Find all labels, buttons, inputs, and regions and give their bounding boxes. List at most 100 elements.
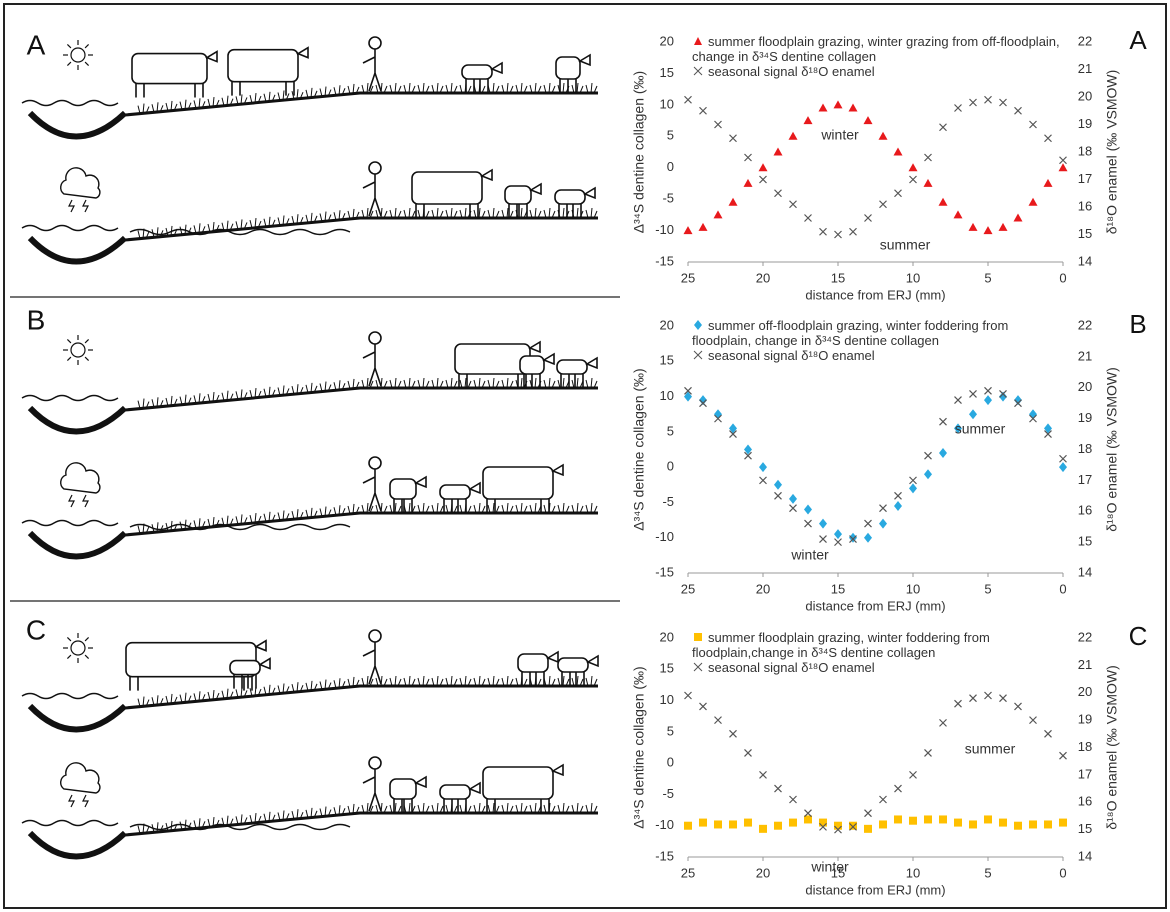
animal [411,171,483,205]
grass [543,377,556,389]
grass [263,216,276,227]
y-tick-label: 5 [667,423,674,438]
x-tick-label: 20 [756,865,770,880]
point [789,795,797,804]
flood-water [129,523,351,531]
grass [487,207,500,219]
point [804,519,812,528]
point [789,493,797,504]
grass [305,87,318,99]
y-tick-label: -15 [655,253,674,268]
point [833,100,843,109]
grass [235,514,248,525]
sun-ray [84,356,90,362]
grass [235,389,248,400]
grass [207,391,220,403]
animal-legs [458,340,541,388]
grass [347,378,360,390]
x-tick-label: 0 [1059,865,1066,880]
point [1029,120,1037,129]
grass [473,207,486,219]
point [834,821,842,830]
grass [431,377,444,389]
point [743,178,753,187]
frame [3,3,1167,909]
grass [501,802,514,814]
animal-legs [233,657,271,689]
legend-entry: summer floodplain grazing, winter grazin… [692,34,1062,64]
grass [445,207,458,219]
grass [137,823,150,834]
legend-label: seasonal signal δ¹⁸O enamel [708,660,875,675]
point [804,815,812,824]
grass [305,807,318,819]
grass [375,82,388,94]
point [969,409,977,420]
ground [124,684,598,710]
legend: summer floodplain grazing, winter fodder… [692,630,1062,675]
point [863,116,873,125]
grass [361,207,374,219]
scene [21,629,599,733]
grass [137,398,150,409]
legend-box: summer floodplain grazing, winter fodder… [692,630,1062,675]
point [999,818,1007,827]
point [729,820,737,829]
y-axis-label: Δ³⁴S dentine collagen (‰) [631,666,647,828]
cloud [60,167,101,199]
point [1043,178,1053,187]
point [684,821,692,830]
sun-ray [84,43,90,49]
grass [179,99,192,110]
animal [482,766,554,800]
point [818,103,828,112]
grass [389,502,402,514]
point [879,504,887,513]
grass [193,518,206,529]
legend-symbol [694,633,702,641]
scene [21,36,598,140]
animal-legs [523,352,555,388]
x-axis-label: distance from ERJ (mm) [805,287,945,302]
grass [375,675,388,687]
animal [389,778,417,800]
point [924,451,932,460]
grass [333,805,346,816]
point [759,476,767,485]
grass [529,207,542,219]
point [909,476,917,485]
point [924,469,932,480]
annotation: summer [965,741,1016,757]
y2-axis-label: δ¹⁸O enamel (‰ VSMOW) [1104,70,1120,235]
point [744,444,752,455]
animal [554,189,586,205]
sun-ray [84,338,90,344]
y2-tick-label: 18 [1078,143,1092,158]
y-axis-label: Δ³⁴S dentine collagen (‰) [631,368,647,530]
point [864,824,872,833]
grass [165,520,178,532]
grass [431,802,444,814]
point [759,175,767,184]
water [21,99,119,107]
grass [347,83,360,95]
grass [515,502,528,514]
point [698,222,708,231]
animal [555,56,581,80]
legend-symbol [694,37,702,45]
grass [361,502,374,514]
grass [319,211,332,222]
grass [445,82,458,94]
point [714,120,722,129]
point [758,163,768,172]
point [849,821,857,830]
point [999,98,1007,107]
animal-legs [443,481,481,513]
grass [165,820,178,832]
cloud [60,462,101,494]
sun-ray [66,654,72,660]
grass [263,91,276,102]
annotation: winter [790,547,829,563]
animal-legs [135,50,218,98]
